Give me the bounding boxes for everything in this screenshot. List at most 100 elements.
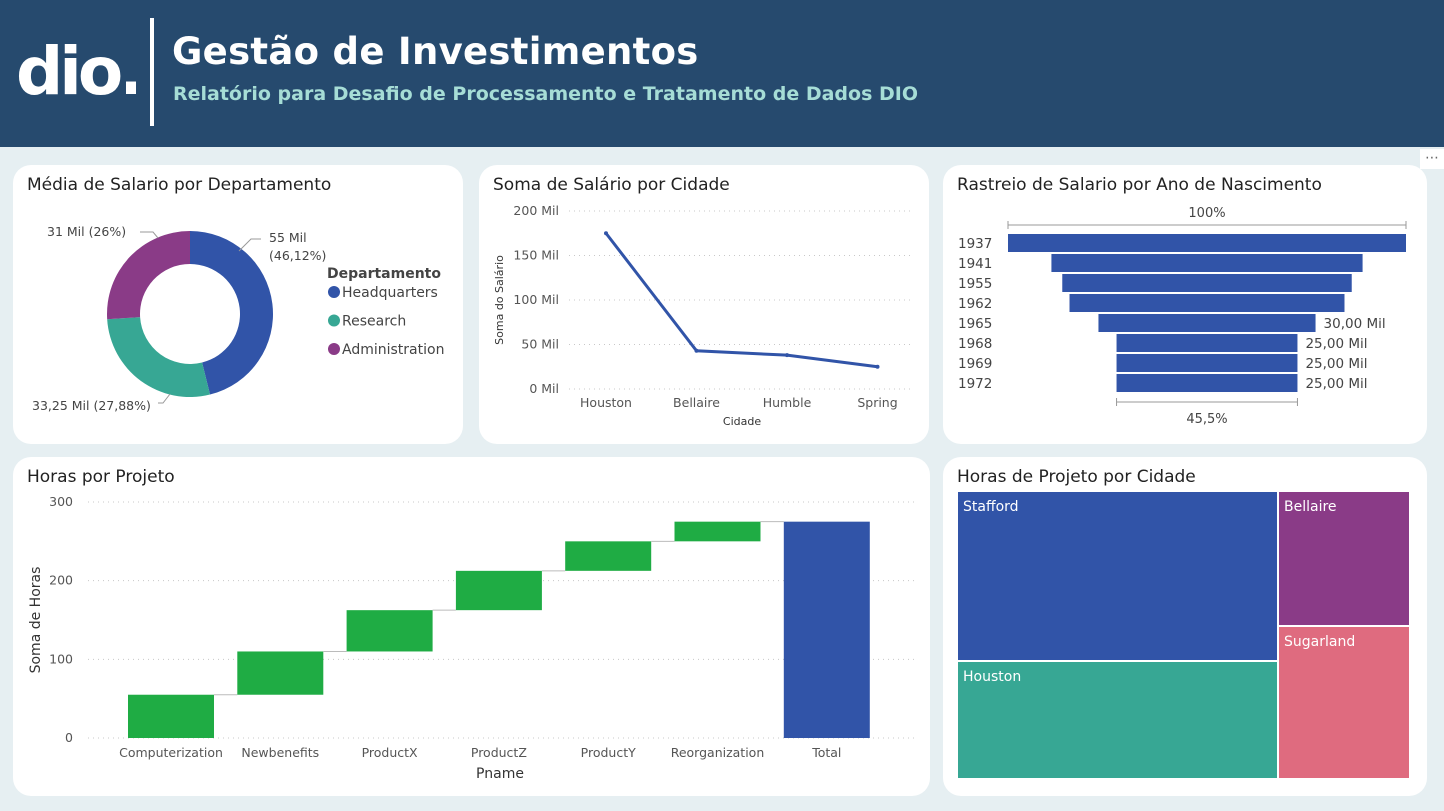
x-axis-title: Cidade	[723, 415, 761, 428]
funnel-bottom-pct: 45,5%	[1186, 412, 1227, 427]
legend-marker	[328, 286, 340, 298]
line-point[interactable]	[875, 364, 880, 369]
line-series	[604, 232, 878, 369]
waterfall-bar-computerization[interactable]	[128, 694, 214, 738]
donut-legend-item[interactable]: Administration	[342, 342, 444, 358]
donut-leader-line	[158, 393, 171, 404]
x-tick-label: Bellaire	[673, 395, 720, 410]
donut-title: Média de Salario por Departamento	[27, 175, 332, 195]
x-tick-label: ProductZ	[471, 745, 527, 760]
donut-leader-line	[140, 231, 159, 239]
x-tick-label: ProductY	[581, 745, 636, 760]
donut-legend-item[interactable]: Headquarters	[342, 285, 438, 301]
page-subtitle: Relatório para Desafio de Processamento …	[173, 83, 918, 105]
funnel-bar-1965[interactable]	[1098, 314, 1316, 332]
donut-slice-administration[interactable]	[107, 231, 190, 320]
x-axis-title: Pname	[476, 766, 524, 782]
legend-marker	[328, 314, 340, 327]
donut-card: Média de Salario por Departamento 55 Mil…	[13, 165, 463, 444]
y-tick-label: 50 Mil	[521, 337, 559, 352]
waterfall-bar-productz[interactable]	[455, 570, 542, 611]
treemap-label: Sugarland	[1284, 634, 1356, 650]
treemap-label: Houston	[963, 669, 1022, 685]
dio-logo: dio.	[16, 40, 136, 100]
waterfall-bar-producty[interactable]	[565, 541, 652, 571]
x-tick-label: Computerization	[119, 745, 223, 760]
donut-leader-line	[238, 238, 261, 252]
donut-label: 55 Mil	[269, 230, 307, 245]
funnel-chart: 100% 1937 1941 1955 1962 1965 30,00 Mil 1968 25,…	[958, 206, 1407, 427]
funnel-bottom-bracket	[1116, 398, 1298, 406]
funnel-bar-1937[interactable]	[1008, 234, 1406, 252]
svg-text:dio.: dio.	[16, 40, 136, 100]
funnel-card: Rastreio de Salario por Ano de Nasciment…	[943, 165, 1427, 444]
donut-legend-title: Departamento	[327, 266, 441, 282]
treemap-cell-stafford[interactable]: Stafford	[958, 492, 1277, 660]
waterfall-title: Horas por Projeto	[27, 467, 175, 487]
line-point[interactable]	[785, 353, 789, 358]
y-axis-title: Soma de Horas	[28, 567, 44, 674]
y-tick-label: 0 Mil	[529, 381, 559, 396]
x-tick-label: Total	[811, 745, 841, 760]
donut-legend-item[interactable]: Research	[342, 314, 406, 330]
x-tick-label: ProductX	[362, 745, 418, 760]
treemap-label: Bellaire	[1284, 499, 1337, 515]
funnel-category-label: 1968	[958, 336, 992, 352]
funnel-bar-1962[interactable]	[1069, 294, 1345, 312]
x-tick-label: Newbenefits	[241, 745, 319, 760]
treemap-chart: Stafford Houston Bellaire Sugarland	[958, 492, 1411, 780]
line-point[interactable]	[694, 348, 699, 353]
funnel-bar-1941[interactable]	[1051, 254, 1363, 272]
treemap-cell-sugarland[interactable]: Sugarland	[1279, 627, 1409, 778]
line-chart: 0 Mil 50 Mil 100 Mil 150 Mil 200 Mil Houston B…	[493, 203, 911, 428]
funnel-category-label: 1941	[958, 256, 992, 272]
donut-slice-headquarters[interactable]	[190, 231, 273, 395]
funnel-bar-1968[interactable]	[1116, 334, 1298, 352]
waterfall-bar-productx[interactable]	[346, 610, 433, 652]
x-tick-label: Spring	[857, 395, 897, 410]
funnel-value-label: 25,00 Mil	[1305, 356, 1367, 372]
y-tick-label: 0	[65, 730, 73, 745]
funnel-category-label: 1962	[958, 296, 992, 312]
y-tick-label: 200 Mil	[513, 203, 559, 218]
waterfall-chart: 0 100 200 300 Computerization Newbenefits Prod…	[28, 494, 918, 782]
page-title: Gestão de Investimentos	[172, 30, 699, 73]
line-point[interactable]	[604, 231, 608, 236]
x-tick-label: Humble	[763, 395, 812, 410]
waterfall-bar-total[interactable]	[783, 521, 870, 738]
funnel-top-bracket	[1007, 221, 1407, 229]
funnel-value-label: 25,00 Mil	[1305, 376, 1367, 392]
waterfall-bar-reorganization[interactable]	[674, 521, 761, 542]
funnel-title: Rastreio de Salario por Ano de Nasciment…	[957, 175, 1322, 195]
treemap-title: Horas de Projeto por Cidade	[957, 467, 1196, 487]
y-tick-label: 300	[49, 494, 73, 509]
waterfall-card: Horas por Projeto 0 100 200 300 Computerizat…	[13, 457, 930, 796]
funnel-value-label: 25,00 Mil	[1305, 336, 1367, 352]
funnel-category-label: 1965	[958, 316, 992, 332]
funnel-bar-1972[interactable]	[1116, 374, 1298, 392]
more-options-icon[interactable]: ⋯	[1420, 149, 1444, 169]
funnel-category-label: 1969	[958, 356, 992, 372]
header-divider	[150, 18, 154, 126]
donut-label: 33,25 Mil (27,88%)	[32, 398, 151, 413]
donut-chart: 55 Mil (46,12%) 33,25 Mil (27,88%) 31 Mil (…	[32, 224, 444, 413]
treemap-cell-houston[interactable]: Houston	[958, 662, 1277, 778]
funnel-value-label: 30,00 Mil	[1324, 316, 1386, 332]
donut-slice-research[interactable]	[107, 317, 211, 397]
y-tick-label: 150 Mil	[513, 248, 559, 263]
funnel-category-label: 1955	[958, 276, 992, 292]
x-tick-label: Reorganization	[671, 745, 765, 760]
waterfall-bar-newbenefits[interactable]	[237, 651, 324, 695]
line-title: Soma de Salário por Cidade	[493, 175, 730, 195]
treemap-card: Horas de Projeto por Cidade Stafford Hous…	[943, 457, 1427, 796]
line-card: Soma de Salário por Cidade 0 Mil 50 Mil 10…	[479, 165, 929, 444]
funnel-bar-1969[interactable]	[1116, 354, 1298, 372]
funnel-category-label: 1937	[958, 236, 992, 252]
treemap-label: Stafford	[963, 499, 1019, 515]
report-header: dio. Gestão de Investimentos Relatório p…	[0, 0, 1444, 147]
treemap-cell-bellaire[interactable]: Bellaire	[1279, 492, 1409, 625]
legend-marker	[328, 343, 340, 355]
donut-label: (46,12%)	[269, 248, 326, 263]
funnel-bar-1955[interactable]	[1062, 274, 1352, 292]
y-tick-label: 100	[49, 651, 73, 666]
